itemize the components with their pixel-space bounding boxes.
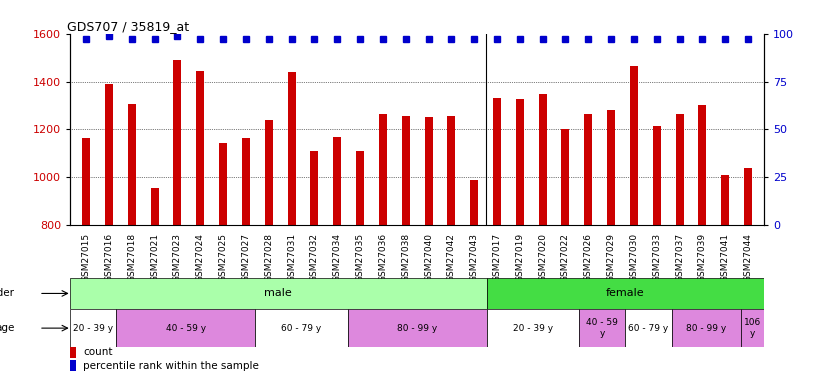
Bar xyxy=(493,98,501,225)
Bar xyxy=(744,168,752,225)
Bar xyxy=(721,175,729,225)
Bar xyxy=(265,120,273,225)
Bar xyxy=(197,71,204,225)
Text: 40 - 59
y: 40 - 59 y xyxy=(586,318,618,338)
Text: 80 - 99 y: 80 - 99 y xyxy=(397,324,437,333)
Bar xyxy=(242,138,250,225)
Bar xyxy=(356,151,364,225)
Text: 80 - 99 y: 80 - 99 y xyxy=(686,324,726,333)
Bar xyxy=(425,117,433,225)
Bar xyxy=(579,309,625,347)
Text: count: count xyxy=(83,348,113,357)
Bar xyxy=(470,180,478,225)
Bar xyxy=(584,114,592,225)
Text: 20 - 39 y: 20 - 39 y xyxy=(74,324,113,333)
Bar xyxy=(401,116,410,225)
Bar xyxy=(699,105,706,225)
Bar xyxy=(487,278,764,309)
Bar xyxy=(116,309,255,347)
Bar xyxy=(311,151,318,225)
Bar xyxy=(70,347,77,358)
Text: 60 - 79 y: 60 - 79 y xyxy=(629,324,668,333)
Text: 60 - 79 y: 60 - 79 y xyxy=(282,324,321,333)
Bar xyxy=(70,360,77,371)
Text: 20 - 39 y: 20 - 39 y xyxy=(513,324,553,333)
Bar xyxy=(348,309,487,347)
Bar xyxy=(625,309,672,347)
Bar xyxy=(672,309,741,347)
Bar xyxy=(255,309,348,347)
Text: GDS707 / 35819_at: GDS707 / 35819_at xyxy=(67,20,189,33)
Bar xyxy=(676,114,684,225)
Text: gender: gender xyxy=(0,288,15,298)
Text: age: age xyxy=(0,323,15,333)
Text: female: female xyxy=(606,288,644,298)
Text: percentile rank within the sample: percentile rank within the sample xyxy=(83,361,259,371)
Text: 106
y: 106 y xyxy=(744,318,761,338)
Bar xyxy=(219,142,227,225)
Bar xyxy=(539,93,547,225)
Bar xyxy=(448,116,455,225)
Bar xyxy=(173,60,182,225)
Bar xyxy=(333,136,341,225)
Bar xyxy=(516,99,524,225)
Text: male: male xyxy=(264,288,292,298)
Bar xyxy=(562,129,569,225)
Text: 40 - 59 y: 40 - 59 y xyxy=(166,324,206,333)
Bar xyxy=(607,110,615,225)
Bar xyxy=(653,126,661,225)
Bar xyxy=(487,309,579,347)
Bar xyxy=(287,72,296,225)
Bar xyxy=(70,309,116,347)
Bar xyxy=(150,188,159,225)
Bar xyxy=(128,104,135,225)
Bar xyxy=(741,309,764,347)
Bar xyxy=(630,66,638,225)
Bar xyxy=(105,84,113,225)
Bar xyxy=(83,138,90,225)
Bar xyxy=(70,278,487,309)
Bar xyxy=(379,114,387,225)
